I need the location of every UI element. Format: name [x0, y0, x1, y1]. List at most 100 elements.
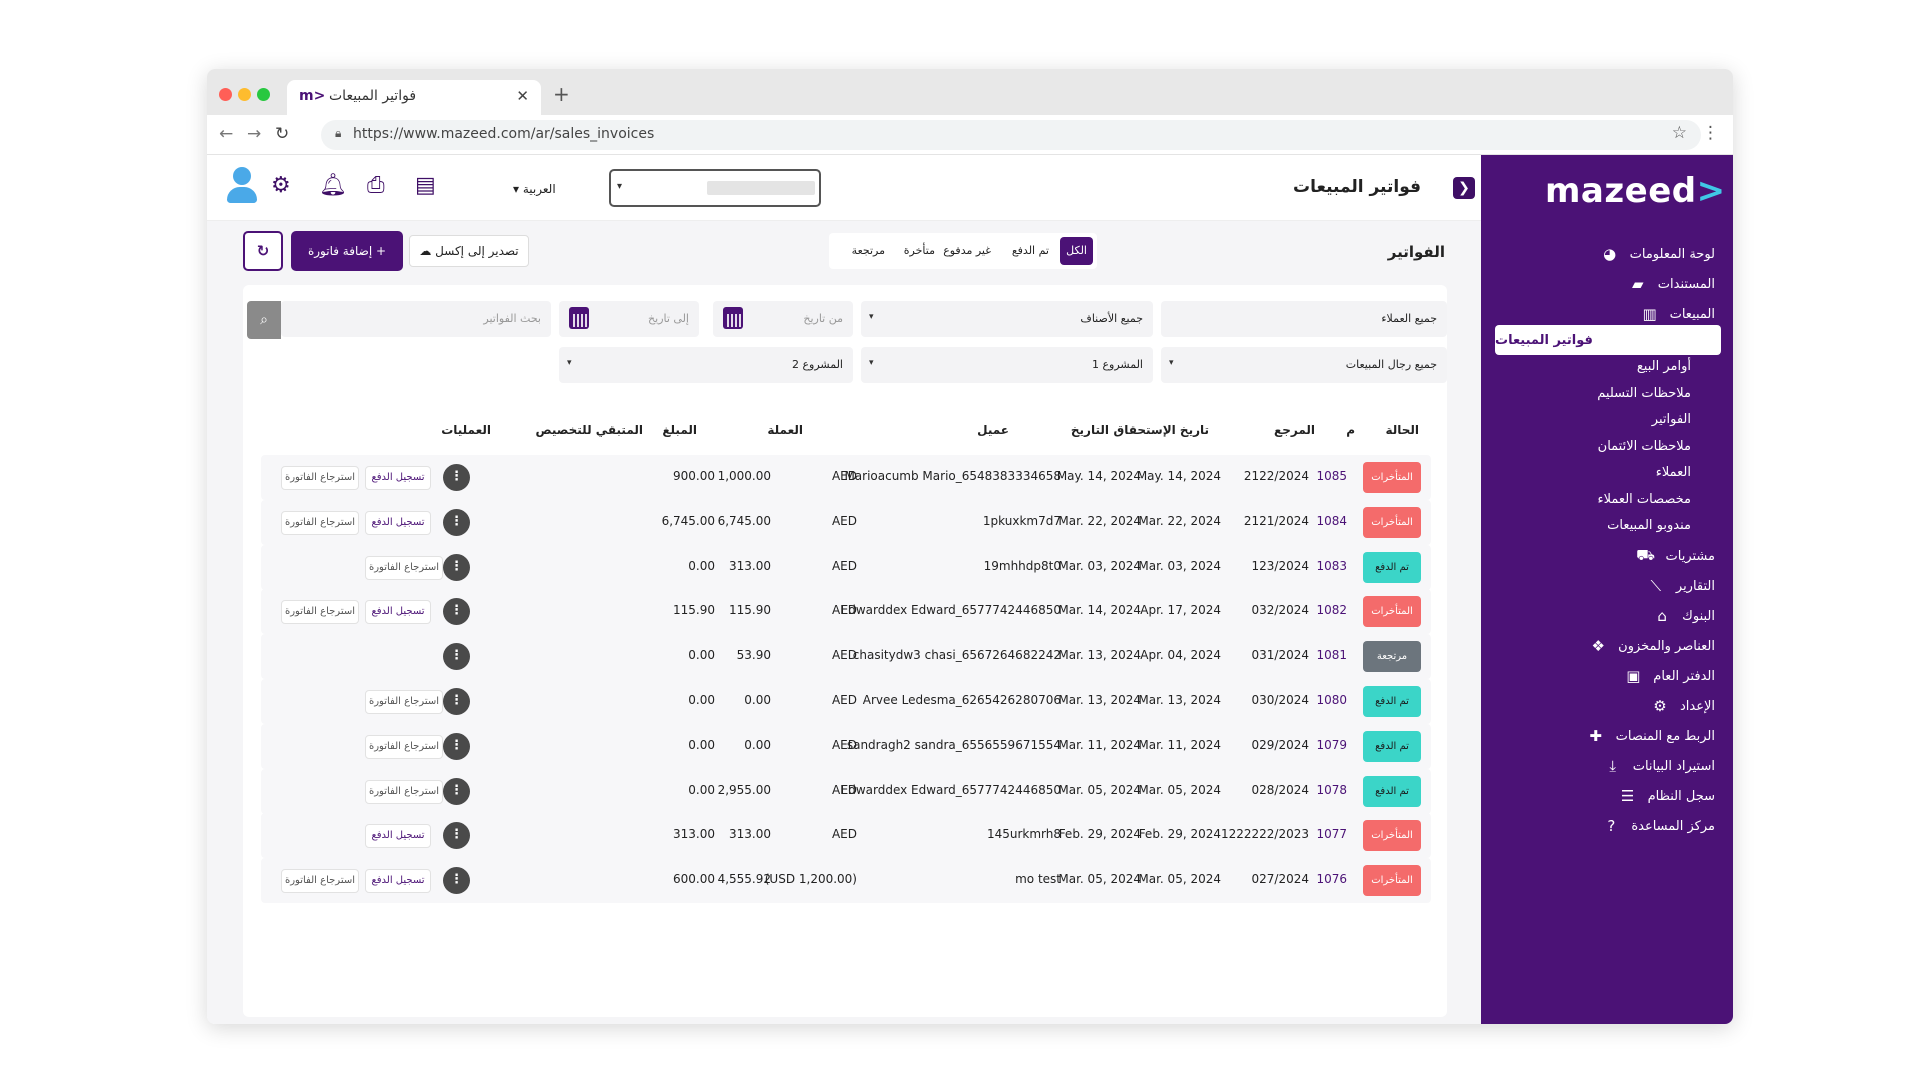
- sidebar-item[interactable]: الفواتير: [1652, 405, 1691, 435]
- project1-select[interactable]: المشروع 1 ▾: [861, 347, 1153, 383]
- refund-invoice-button[interactable]: استرجاع الفاتورة: [365, 779, 443, 804]
- more-actions-button[interactable]: ⋮: [443, 553, 470, 581]
- sidebar-item[interactable]: سجل النظام ☰: [1618, 781, 1715, 811]
- more-actions-button[interactable]: ⋮: [443, 732, 470, 760]
- sidebar-item[interactable]: مندوبو المبيعات: [1607, 511, 1691, 541]
- refund-invoice-button[interactable]: استرجاع الفاتورة: [281, 869, 359, 894]
- more-actions-button[interactable]: ⋮: [443, 688, 470, 715]
- col-status[interactable]: الحالة: [1385, 423, 1419, 437]
- refund-invoice-button[interactable]: استرجاع الفاتورة: [281, 600, 359, 625]
- more-actions-button[interactable]: ⋮: [443, 464, 470, 491]
- refund-invoice-button[interactable]: استرجاع الفاتورة: [365, 555, 443, 580]
- sidebar-item[interactable]: المستندات ▰: [1628, 269, 1715, 299]
- sidebar-item[interactable]: مخصصات العملاء: [1598, 484, 1691, 514]
- sidebar-item[interactable]: الإعداد ⚙: [1650, 691, 1715, 721]
- invoice-number-link[interactable]: 1077: [1316, 827, 1347, 842]
- customers-select[interactable]: جميع العملاء: [1161, 301, 1447, 337]
- add-invoice-button[interactable]: + إضافة فاتورة: [291, 231, 403, 271]
- user-avatar[interactable]: [225, 167, 259, 207]
- sidebar-item[interactable]: فواتير المبيعات: [1495, 325, 1721, 355]
- col-date[interactable]: التاريخ: [1070, 423, 1109, 437]
- new-document-icon[interactable]: ▤: [415, 173, 436, 198]
- close-tab-icon[interactable]: ✕: [516, 87, 529, 105]
- sidebar-item[interactable]: المبيعات ▥: [1640, 299, 1716, 329]
- record-payment-button[interactable]: تسجيل الدفع: [365, 510, 431, 535]
- more-actions-button[interactable]: ⋮: [443, 867, 470, 895]
- record-payment-button[interactable]: تسجيل الدفع: [365, 824, 431, 849]
- more-actions-button[interactable]: ⋮: [443, 508, 470, 536]
- sidebar-item[interactable]: أوامر البيع: [1637, 352, 1691, 382]
- sidebar-item[interactable]: الربط مع المنصات ✚: [1586, 721, 1715, 751]
- collapse-sidebar-icon[interactable]: ❯: [1453, 177, 1475, 199]
- salesmen-select[interactable]: جميع رجال المبيعات ▾: [1161, 347, 1447, 383]
- sidebar-item[interactable]: مركز المساعدة?: [1601, 811, 1715, 841]
- to-date-field[interactable]: إلى تاريخ: [559, 301, 699, 337]
- more-actions-button[interactable]: ⋮: [443, 643, 470, 671]
- record-payment-button[interactable]: تسجيل الدفع: [365, 869, 431, 894]
- record-payment-button[interactable]: تسجيل الدفع: [365, 600, 431, 625]
- export-file-icon[interactable]: ⎙: [367, 173, 385, 198]
- more-actions-button[interactable]: ⋮: [443, 777, 470, 805]
- sidebar-item[interactable]: الدفتر العام ▣: [1623, 661, 1715, 691]
- brand-logo[interactable]: mazeed>: [1545, 171, 1726, 211]
- sidebar-item[interactable]: ملاحظات الائتمان: [1598, 431, 1691, 461]
- col-currency[interactable]: العملة: [767, 423, 803, 437]
- categories-select[interactable]: جميع الأصناف ▾: [861, 301, 1153, 337]
- col-due-date[interactable]: تاريخ الإستحقاق: [1113, 423, 1209, 437]
- gear-icon[interactable]: ⚙: [271, 173, 291, 198]
- sidebar-item[interactable]: استيراد البيانات ⤓: [1603, 751, 1715, 781]
- new-tab-icon[interactable]: +: [553, 82, 570, 106]
- more-actions-button[interactable]: ⋮: [443, 822, 470, 850]
- invoice-number-link[interactable]: 1076: [1316, 872, 1347, 887]
- invoice-number-link[interactable]: 1084: [1316, 513, 1347, 528]
- col-amount[interactable]: المبلغ: [662, 423, 697, 437]
- sidebar-item[interactable]: التقارير ⟋: [1646, 571, 1715, 601]
- refund-invoice-button[interactable]: استرجاع الفاتورة: [281, 466, 359, 490]
- search-input[interactable]: بحث الفواتير: [281, 301, 551, 337]
- col-no[interactable]: م: [1346, 423, 1355, 437]
- invoice-number-link[interactable]: 1080: [1316, 693, 1347, 707]
- sidebar-item[interactable]: البنوك ⌂: [1652, 601, 1715, 631]
- refund-invoice-button[interactable]: استرجاع الفاتورة: [281, 510, 359, 535]
- browser-tab[interactable]: m> فواتير المبيعات ✕: [287, 80, 541, 115]
- col-remaining[interactable]: المتبقي للتخصيص: [535, 423, 643, 437]
- sidebar-item[interactable]: العناصر والمخزون ❖: [1588, 631, 1715, 661]
- filter-all[interactable]: الكل: [1060, 237, 1093, 265]
- filter-unpaid[interactable]: غير مدفوع: [943, 244, 991, 257]
- url-field[interactable]: 🔒︎ https://www.mazeed.com/ar/sales_invoi…: [321, 120, 1701, 150]
- more-actions-button[interactable]: ⋮: [443, 598, 470, 626]
- invoice-number-link[interactable]: 1081: [1316, 648, 1347, 663]
- forward-icon[interactable]: →: [247, 124, 262, 144]
- invoice-number-link[interactable]: 1078: [1316, 782, 1347, 797]
- col-customer[interactable]: عميل: [977, 423, 1009, 437]
- bookmark-star-icon[interactable]: ☆: [1671, 123, 1687, 143]
- browser-menu-icon[interactable]: ⋮: [1702, 123, 1719, 143]
- sidebar-item[interactable]: ملاحظات التسليم: [1597, 378, 1691, 408]
- minimize-window-dot[interactable]: [238, 88, 251, 101]
- refresh-button[interactable]: ↻: [243, 231, 283, 271]
- from-date-field[interactable]: من تاريخ: [713, 301, 853, 337]
- search-button[interactable]: ⌕: [247, 301, 281, 339]
- record-payment-button[interactable]: تسجيل الدفع: [365, 466, 431, 490]
- filter-paid[interactable]: تم الدفع: [1011, 244, 1049, 257]
- close-window-dot[interactable]: [219, 88, 232, 101]
- invoice-number-link[interactable]: 1085: [1316, 469, 1347, 483]
- company-selector[interactable]: ▾: [609, 169, 821, 207]
- back-icon[interactable]: ←: [219, 124, 234, 144]
- sidebar-item[interactable]: العملاء: [1656, 458, 1691, 488]
- invoice-number-link[interactable]: 1079: [1316, 737, 1347, 752]
- invoice-number-link[interactable]: 1083: [1316, 558, 1347, 573]
- sidebar-item[interactable]: مشتريات ⛟: [1636, 541, 1715, 571]
- sidebar-item[interactable]: لوحة المعلومات ◕: [1600, 239, 1715, 269]
- maximize-window-dot[interactable]: [257, 88, 270, 101]
- bell-icon[interactable]: 🔔︎: [319, 173, 347, 198]
- reload-icon[interactable]: ↻: [275, 124, 290, 144]
- filter-overdue[interactable]: متأخرة: [903, 244, 935, 257]
- language-selector[interactable]: العربية ▾: [513, 182, 556, 196]
- invoice-number-link[interactable]: 1082: [1316, 603, 1347, 618]
- export-excel-button[interactable]: تصدير إلى إكسل ☁: [409, 235, 529, 267]
- project2-select[interactable]: المشروع 2 ▾: [559, 347, 853, 383]
- filter-returned[interactable]: مرتجعة: [851, 244, 885, 257]
- col-ref[interactable]: المرجع: [1274, 423, 1315, 437]
- refund-invoice-button[interactable]: استرجاع الفاتورة: [365, 734, 443, 759]
